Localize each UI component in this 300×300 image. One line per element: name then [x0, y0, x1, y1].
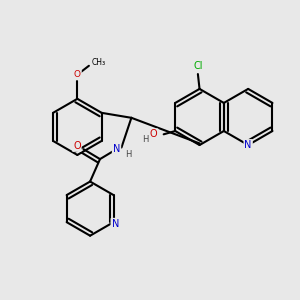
Text: O: O — [74, 70, 81, 79]
Text: N: N — [112, 219, 119, 229]
Text: H: H — [125, 150, 132, 159]
Text: N: N — [113, 144, 120, 154]
Text: Cl: Cl — [193, 61, 203, 71]
Text: H: H — [142, 135, 148, 144]
Text: CH₃: CH₃ — [92, 58, 106, 67]
Text: O: O — [73, 141, 81, 151]
Text: N: N — [244, 140, 252, 150]
Text: O: O — [150, 129, 158, 139]
